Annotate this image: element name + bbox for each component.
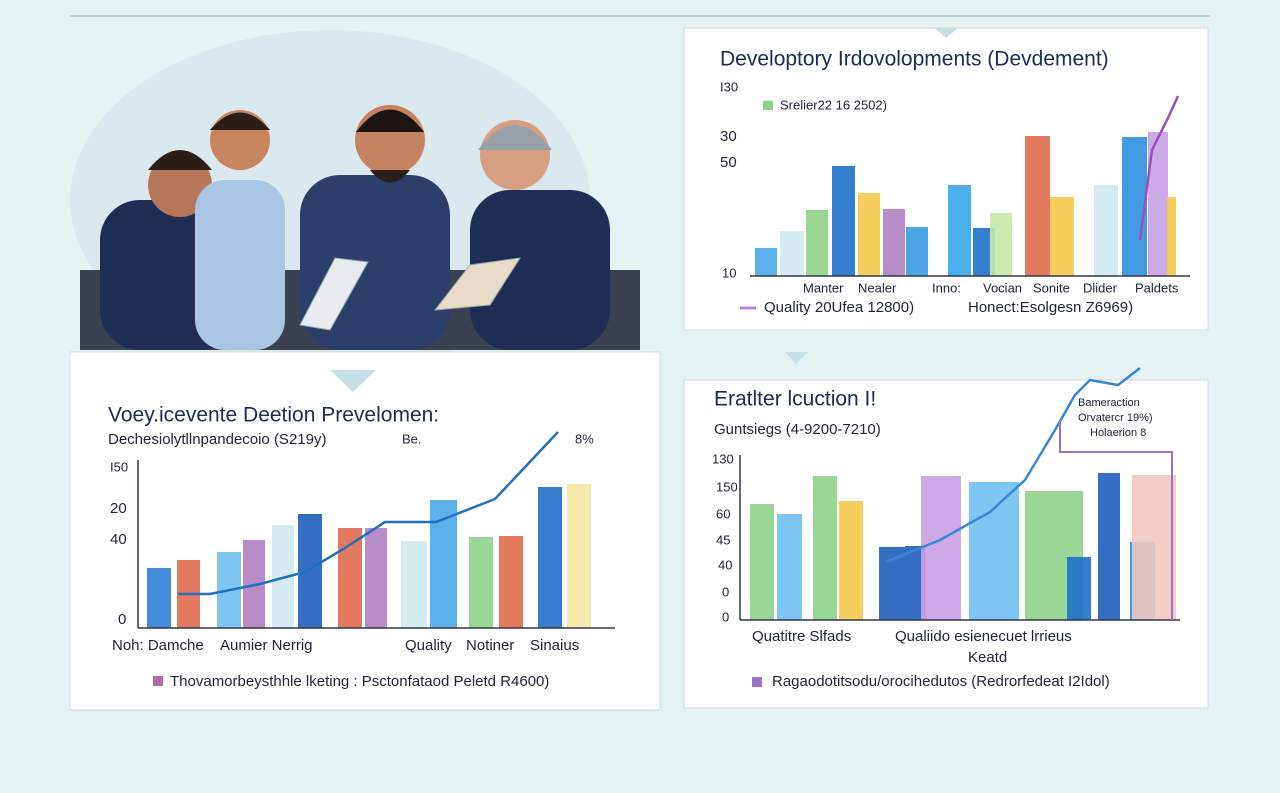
trend-line bbox=[885, 367, 1141, 564]
note: Holaerion 8 bbox=[1090, 427, 1146, 439]
category: Sonite bbox=[1033, 280, 1070, 295]
decorative-bar bbox=[1148, 132, 1168, 276]
panel-title: Developtory Irdovolopments (Devdement) bbox=[720, 48, 1109, 71]
axis-label: 40 bbox=[110, 531, 127, 548]
legend-swatch bbox=[752, 677, 762, 687]
decorative-bar bbox=[567, 484, 591, 628]
decorative-bar bbox=[921, 476, 961, 620]
note: 8% bbox=[575, 431, 594, 446]
category: Paldets bbox=[1135, 280, 1179, 295]
decorative-bar bbox=[365, 528, 387, 628]
category: Noh: Damche bbox=[112, 637, 204, 654]
axis-label: 50 bbox=[720, 154, 737, 171]
note: Be. bbox=[402, 431, 422, 446]
decorative-bar bbox=[1122, 137, 1147, 276]
decorative-bar bbox=[1067, 557, 1091, 620]
axis-label: 0 bbox=[722, 584, 729, 599]
panel-title: Voey.icevente Deetion Prevelomen: bbox=[108, 404, 439, 427]
category: Quatitre Slfads bbox=[752, 628, 851, 645]
decorative-bar bbox=[906, 227, 928, 276]
callout-line bbox=[1059, 420, 1173, 620]
decorative-bar bbox=[298, 514, 322, 628]
category: Vocian bbox=[983, 280, 1022, 295]
bars bbox=[137, 95, 1190, 629]
category: Keatd bbox=[968, 649, 1007, 666]
category: Manter bbox=[803, 280, 844, 295]
decorative-bar bbox=[1132, 475, 1176, 620]
decorative-bar bbox=[780, 231, 804, 276]
decorative-bar bbox=[777, 514, 802, 620]
decorative-bar bbox=[1025, 136, 1050, 276]
axis-label: 60 bbox=[716, 506, 730, 521]
pointer bbox=[785, 352, 808, 364]
decorative-bar bbox=[879, 547, 905, 620]
note: Bameraction bbox=[1078, 397, 1140, 409]
decorative-bar bbox=[750, 504, 774, 620]
decorative-bar bbox=[948, 185, 971, 276]
decorative-bar bbox=[338, 528, 362, 628]
trend-line bbox=[178, 431, 559, 596]
panel bbox=[683, 27, 1209, 331]
legend-swatch bbox=[763, 101, 773, 110]
panel-subtitle: Dechesiolytllnpandecoio (S219y) bbox=[108, 431, 326, 448]
category: Notiner bbox=[466, 637, 514, 654]
category: Quality bbox=[405, 637, 452, 654]
decorative-bar bbox=[813, 476, 837, 620]
people-illustration bbox=[70, 30, 640, 370]
note: Orvatercr 19%) bbox=[1078, 412, 1153, 424]
axis-label: 40 bbox=[718, 557, 732, 572]
decorative-bar bbox=[858, 193, 880, 276]
decorative-bar bbox=[839, 501, 863, 620]
axis-label: 45 bbox=[716, 532, 730, 547]
axis-label: 0 bbox=[722, 609, 729, 624]
axis-label: 10 bbox=[722, 265, 736, 280]
decorative-bar bbox=[1098, 473, 1120, 620]
decorative-bar bbox=[499, 536, 523, 628]
decorative-bar bbox=[272, 525, 294, 628]
category: Dlider bbox=[1083, 280, 1118, 295]
decorative-bar bbox=[401, 541, 427, 628]
decorative-bar bbox=[806, 210, 828, 276]
axis-label: 30 bbox=[720, 128, 737, 145]
legend-text: Srelier22 16 2502) bbox=[780, 97, 887, 112]
decorative-bar bbox=[1025, 491, 1055, 620]
axis-label: 150 bbox=[716, 479, 738, 494]
footer-text: Thovamorbeysthhle lketing : Psctonfataod… bbox=[170, 673, 549, 690]
category: Qualiido esienecuet lrrieus bbox=[895, 628, 1072, 645]
axis-label: 0 bbox=[118, 611, 126, 628]
axis-label: 130 bbox=[712, 451, 734, 466]
decorative-bar bbox=[1167, 197, 1176, 276]
decorative-bar bbox=[883, 209, 905, 276]
decorative-bar bbox=[538, 487, 562, 628]
decorative-bar bbox=[905, 546, 925, 620]
decorative-bar bbox=[755, 248, 777, 276]
decorative-bar bbox=[973, 228, 995, 276]
category: Inno: bbox=[932, 280, 961, 295]
decorative-bar bbox=[969, 482, 1019, 620]
category: Nealer bbox=[858, 280, 897, 295]
axis-label: 20 bbox=[110, 500, 127, 517]
decorative-bar bbox=[990, 213, 1012, 276]
decorative-bar bbox=[147, 568, 171, 628]
decorative-bar bbox=[1094, 185, 1118, 276]
decorative-bar bbox=[469, 537, 493, 628]
footer-text: Ragaodotitsodu/orocihedutos (Redrorfedea… bbox=[772, 673, 1110, 690]
footer-text: Honect:Esolgesn Z6969) bbox=[968, 299, 1133, 316]
category: Aumier Nerrig bbox=[220, 637, 313, 654]
panel-title: Eratlter lcuction I! bbox=[714, 388, 876, 411]
trend-line bbox=[1138, 95, 1180, 241]
decorative-bar bbox=[832, 166, 855, 276]
legend-swatch bbox=[153, 676, 163, 686]
pointer bbox=[330, 370, 376, 392]
axis-label: I30 bbox=[720, 79, 738, 94]
decorative-bar bbox=[1050, 197, 1074, 276]
panel-subtitle: Guntsiegs (4-9200-7210) bbox=[714, 421, 881, 438]
axis-label: I50 bbox=[110, 459, 128, 474]
category: Sinaius bbox=[530, 637, 579, 654]
footer-text: Quality 20Ufea 12800) bbox=[764, 299, 914, 316]
pointer bbox=[935, 28, 958, 38]
